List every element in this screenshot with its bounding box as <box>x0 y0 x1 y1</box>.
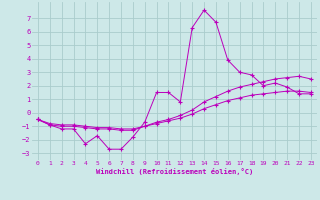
X-axis label: Windchill (Refroidissement éolien,°C): Windchill (Refroidissement éolien,°C) <box>96 168 253 175</box>
